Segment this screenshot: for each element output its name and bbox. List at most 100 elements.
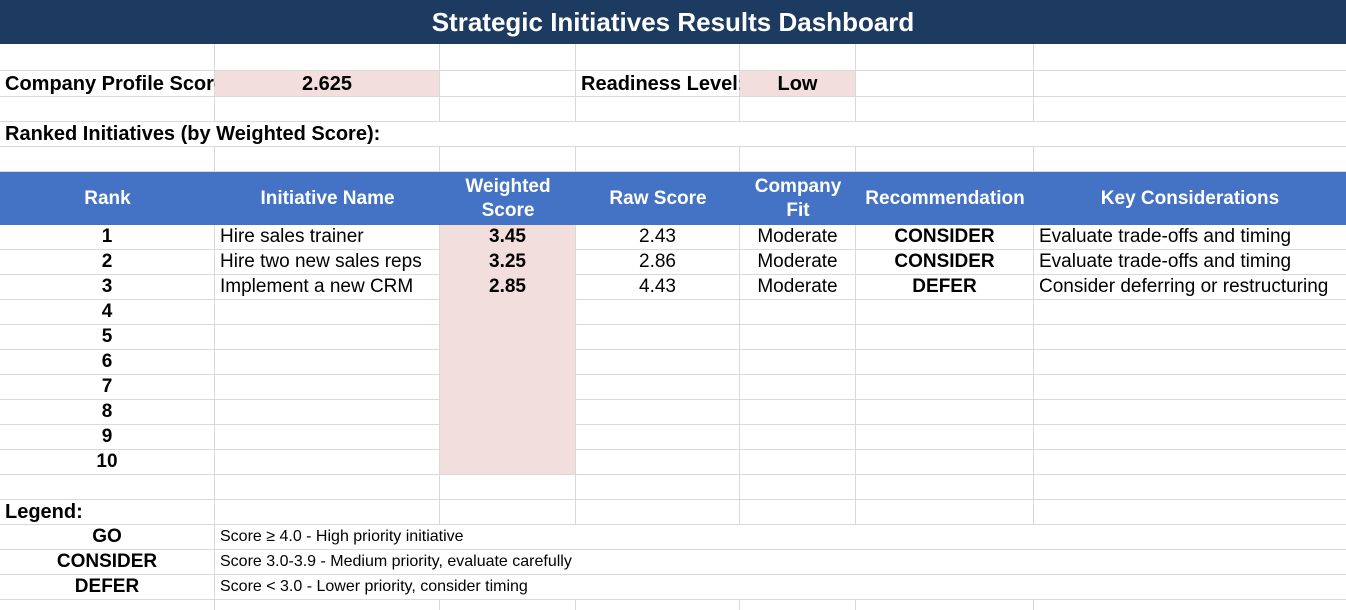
cell-initiative-name[interactable] bbox=[215, 400, 440, 425]
cell-company-fit[interactable] bbox=[740, 400, 856, 425]
cell-initiative-name[interactable]: Hire two new sales reps bbox=[215, 250, 440, 275]
readiness-level-label: Readiness Level: bbox=[576, 71, 744, 97]
cell-initiative-name[interactable]: Hire sales trainer bbox=[215, 225, 440, 250]
cell-weighted-score[interactable] bbox=[440, 450, 576, 475]
cell-recommendation[interactable] bbox=[856, 450, 1034, 475]
cell-company-fit[interactable]: Moderate bbox=[740, 275, 856, 300]
cell-key-considerations[interactable] bbox=[1034, 450, 1346, 475]
cell-rank[interactable]: 1 bbox=[0, 225, 215, 250]
company-profile-score-label: Company Profile Score: bbox=[0, 71, 232, 97]
empty-cell bbox=[440, 475, 576, 500]
cell-recommendation[interactable]: DEFER bbox=[856, 275, 1034, 300]
cell-initiative-name[interactable] bbox=[215, 350, 440, 375]
cell-raw-score[interactable] bbox=[576, 300, 740, 325]
table-row: 2 Hire two new sales reps 3.25 2.86 Mode… bbox=[0, 250, 1346, 275]
cell-initiative-name[interactable] bbox=[215, 425, 440, 450]
cell-weighted-score[interactable]: 3.45 bbox=[440, 225, 576, 250]
empty-cell bbox=[215, 97, 440, 122]
spacer-row bbox=[0, 44, 1346, 71]
cell-rank[interactable]: 9 bbox=[0, 425, 215, 450]
cell-recommendation[interactable]: CONSIDER bbox=[856, 250, 1034, 275]
table-row: 4 bbox=[0, 300, 1346, 325]
cell-key-considerations[interactable]: Evaluate trade-offs and timing bbox=[1034, 225, 1346, 250]
cell-initiative-name[interactable] bbox=[215, 300, 440, 325]
cell-raw-score[interactable]: 2.43 bbox=[576, 225, 740, 250]
empty-cell bbox=[440, 71, 576, 97]
summary-row: Company Profile Score: 2.625 Readiness L… bbox=[0, 71, 1346, 97]
cell-raw-score[interactable]: 2.86 bbox=[576, 250, 740, 275]
empty-cell bbox=[856, 44, 1034, 71]
cell-raw-score[interactable] bbox=[576, 450, 740, 475]
empty-cell bbox=[440, 600, 576, 610]
spacer-row bbox=[0, 97, 1346, 122]
empty-cell bbox=[576, 44, 740, 71]
cell-weighted-score[interactable]: 2.85 bbox=[440, 275, 576, 300]
cell-recommendation[interactable] bbox=[856, 325, 1034, 350]
readiness-level-value[interactable]: Low bbox=[740, 71, 856, 97]
empty-cell bbox=[576, 97, 740, 122]
empty-cell bbox=[576, 147, 740, 172]
cell-raw-score[interactable] bbox=[576, 375, 740, 400]
cell-weighted-score[interactable] bbox=[440, 375, 576, 400]
cell-rank[interactable]: 10 bbox=[0, 450, 215, 475]
cell-company-fit[interactable] bbox=[740, 375, 856, 400]
cell-recommendation[interactable] bbox=[856, 425, 1034, 450]
cell-initiative-name[interactable] bbox=[215, 325, 440, 350]
empty-cell bbox=[1034, 475, 1346, 500]
cell-key-considerations[interactable] bbox=[1034, 425, 1346, 450]
header-company-fit: Company Fit bbox=[754, 175, 842, 221]
empty-cell bbox=[0, 147, 215, 172]
cell-recommendation[interactable]: CONSIDER bbox=[856, 225, 1034, 250]
cell-key-considerations[interactable] bbox=[1034, 375, 1346, 400]
section-heading: Ranked Initiatives (by Weighted Score): bbox=[0, 122, 1346, 147]
cell-weighted-score[interactable] bbox=[440, 300, 576, 325]
cell-key-considerations[interactable] bbox=[1034, 300, 1346, 325]
cell-key-considerations[interactable]: Consider deferring or restructuring bbox=[1034, 275, 1346, 300]
cell-key-considerations[interactable] bbox=[1034, 400, 1346, 425]
cell-rank[interactable]: 7 bbox=[0, 375, 215, 400]
section-heading-row: Ranked Initiatives (by Weighted Score): bbox=[0, 122, 1346, 147]
cell-recommendation[interactable] bbox=[856, 375, 1034, 400]
cell-weighted-score[interactable] bbox=[440, 425, 576, 450]
cell-company-fit[interactable] bbox=[740, 450, 856, 475]
empty-cell bbox=[576, 475, 740, 500]
cell-rank[interactable]: 2 bbox=[0, 250, 215, 275]
cell-raw-score[interactable] bbox=[576, 400, 740, 425]
legend-item-row: CONSIDER Score 3.0-3.9 - Medium priority… bbox=[0, 550, 1346, 575]
cell-company-fit[interactable]: Moderate bbox=[740, 225, 856, 250]
cell-recommendation[interactable] bbox=[856, 350, 1034, 375]
cell-recommendation[interactable] bbox=[856, 300, 1034, 325]
cell-raw-score[interactable]: 4.43 bbox=[576, 275, 740, 300]
cell-weighted-score[interactable] bbox=[440, 400, 576, 425]
cell-key-considerations[interactable] bbox=[1034, 325, 1346, 350]
cell-rank[interactable]: 8 bbox=[0, 400, 215, 425]
cell-rank[interactable]: 3 bbox=[0, 275, 215, 300]
cell-company-fit[interactable]: Moderate bbox=[740, 250, 856, 275]
cell-company-fit[interactable] bbox=[740, 425, 856, 450]
cell-weighted-score[interactable]: 3.25 bbox=[440, 250, 576, 275]
cell-rank[interactable]: 6 bbox=[0, 350, 215, 375]
cell-weighted-score[interactable] bbox=[440, 350, 576, 375]
cell-rank[interactable]: 4 bbox=[0, 300, 215, 325]
cell-rank[interactable]: 5 bbox=[0, 325, 215, 350]
table-row: 9 bbox=[0, 425, 1346, 450]
cell-weighted-score[interactable] bbox=[440, 325, 576, 350]
company-profile-score-value[interactable]: 2.625 bbox=[215, 71, 440, 97]
cell-company-fit[interactable] bbox=[740, 350, 856, 375]
cell-raw-score[interactable] bbox=[576, 350, 740, 375]
cell-initiative-name[interactable] bbox=[215, 375, 440, 400]
cell-recommendation[interactable] bbox=[856, 400, 1034, 425]
table-row: 10 bbox=[0, 450, 1346, 475]
cell-raw-score[interactable] bbox=[576, 425, 740, 450]
cell-key-considerations[interactable] bbox=[1034, 350, 1346, 375]
header-recommendation: Recommendation bbox=[865, 187, 1025, 209]
cell-initiative-name[interactable]: Implement a new CRM bbox=[215, 275, 440, 300]
cell-company-fit[interactable] bbox=[740, 325, 856, 350]
cell-raw-score[interactable] bbox=[576, 325, 740, 350]
cell-initiative-name[interactable] bbox=[215, 450, 440, 475]
spacer-row bbox=[0, 600, 1346, 610]
cell-key-considerations[interactable]: Evaluate trade-offs and timing bbox=[1034, 250, 1346, 275]
cell-company-fit[interactable] bbox=[740, 300, 856, 325]
empty-cell bbox=[440, 500, 576, 525]
